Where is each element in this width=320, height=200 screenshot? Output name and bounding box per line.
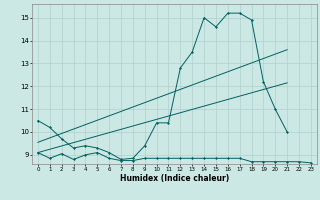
- X-axis label: Humidex (Indice chaleur): Humidex (Indice chaleur): [120, 174, 229, 183]
